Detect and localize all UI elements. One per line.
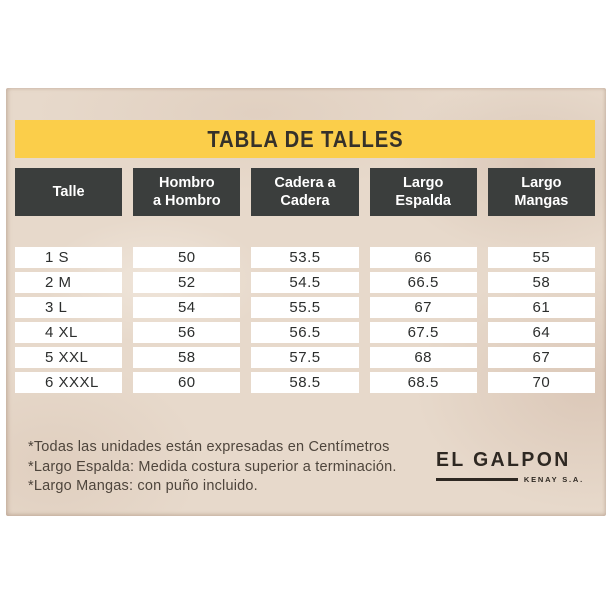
logo-underline [436,478,518,481]
chart-title-bar: TABLA DE TALLES [15,120,595,158]
table-header-row: Talle Hombro a Hombro Cadera a Cadera La… [15,168,595,216]
header-cell-largo-mangas: Largo Mangas [487,168,595,216]
footnote-largo-espalda: *Largo Espalda: Medida costura superior … [28,458,397,475]
table-cell: 58.5 [251,372,359,393]
table-cell: 58 [487,272,595,293]
table-cell: 4 XL [15,322,123,343]
table-cell: 3 L [15,297,123,318]
table-cell: 56 [133,322,241,343]
footnote-largo-mangas: *Largo Mangas: con puño incluido. [28,478,258,494]
table-row: 1 S 50 53.5 66 55 [15,247,595,268]
table-cell: 66 [369,247,477,268]
table-cell: 61 [487,297,595,318]
table-row: 4 XL 56 56.5 67.5 64 [15,322,595,343]
table-cell: 56.5 [251,322,359,343]
table-cell: 68 [369,347,477,368]
table-cell: 67.5 [369,322,477,343]
table-cell: 6 XXXL [15,372,123,393]
table-cell: 66.5 [369,272,477,293]
table-cell: 50 [133,247,241,268]
footnote-units: *Todas las unidades están expresadas en … [28,439,390,455]
table-cell: 64 [487,322,595,343]
table-cell: 67 [487,347,595,368]
chart-title: TABLA DE TALLES [206,125,404,152]
table-cell: 68.5 [369,372,477,393]
table-cell: 1 S [15,247,123,268]
table-row: 6 XXXL 60 58.5 68.5 70 [15,372,595,393]
header-cell-talle: Talle [15,168,123,216]
header-cell-hombro-a-hombro: Hombro a Hombro [133,168,241,216]
table-cell: 60 [133,372,241,393]
table-cell: 2 M [15,272,123,293]
table-cell: 67 [369,297,477,318]
table-body: 1 S 50 53.5 66 55 2 M 52 54.5 66.5 58 3 L 54 55.5 67 6… [15,247,595,393]
table-cell: 55 [487,247,595,268]
table-cell: 57.5 [251,347,359,368]
header-cell-largo-espalda: Largo Espalda [369,168,477,216]
table-cell: 52 [133,272,241,293]
table-cell: 5 XXL [15,347,123,368]
table-cell: 54 [133,297,241,318]
logo-subtitle-row: KENAY S.A. [436,475,584,484]
table-cell: 54.5 [251,272,359,293]
brand-name: EL GALPON [436,449,571,471]
table-cell: 55.5 [251,297,359,318]
size-chart-panel: TABLA DE TALLES Talle Hombro a Hombro Ca… [6,88,606,516]
table-row: 3 L 54 55.5 67 61 [15,297,595,318]
table-cell: 53.5 [251,247,359,268]
table-row: 5 XXL 58 57.5 68 67 [15,347,595,368]
footnotes: *Todas las unidades están expresadas en … [28,438,428,497]
brand-logo: EL GALPON KENAY S.A. [436,449,584,484]
brand-company: KENAY S.A. [523,475,584,484]
header-cell-cadera-a-cadera: Cadera a Cadera [251,168,359,216]
table-row: 2 M 52 54.5 66.5 58 [15,272,595,293]
table-cell: 70 [487,372,595,393]
table-cell: 58 [133,347,241,368]
